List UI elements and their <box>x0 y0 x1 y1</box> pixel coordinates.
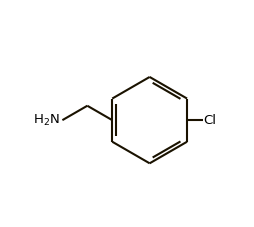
Text: Cl: Cl <box>203 114 216 127</box>
Text: H$_2$N: H$_2$N <box>33 113 60 128</box>
